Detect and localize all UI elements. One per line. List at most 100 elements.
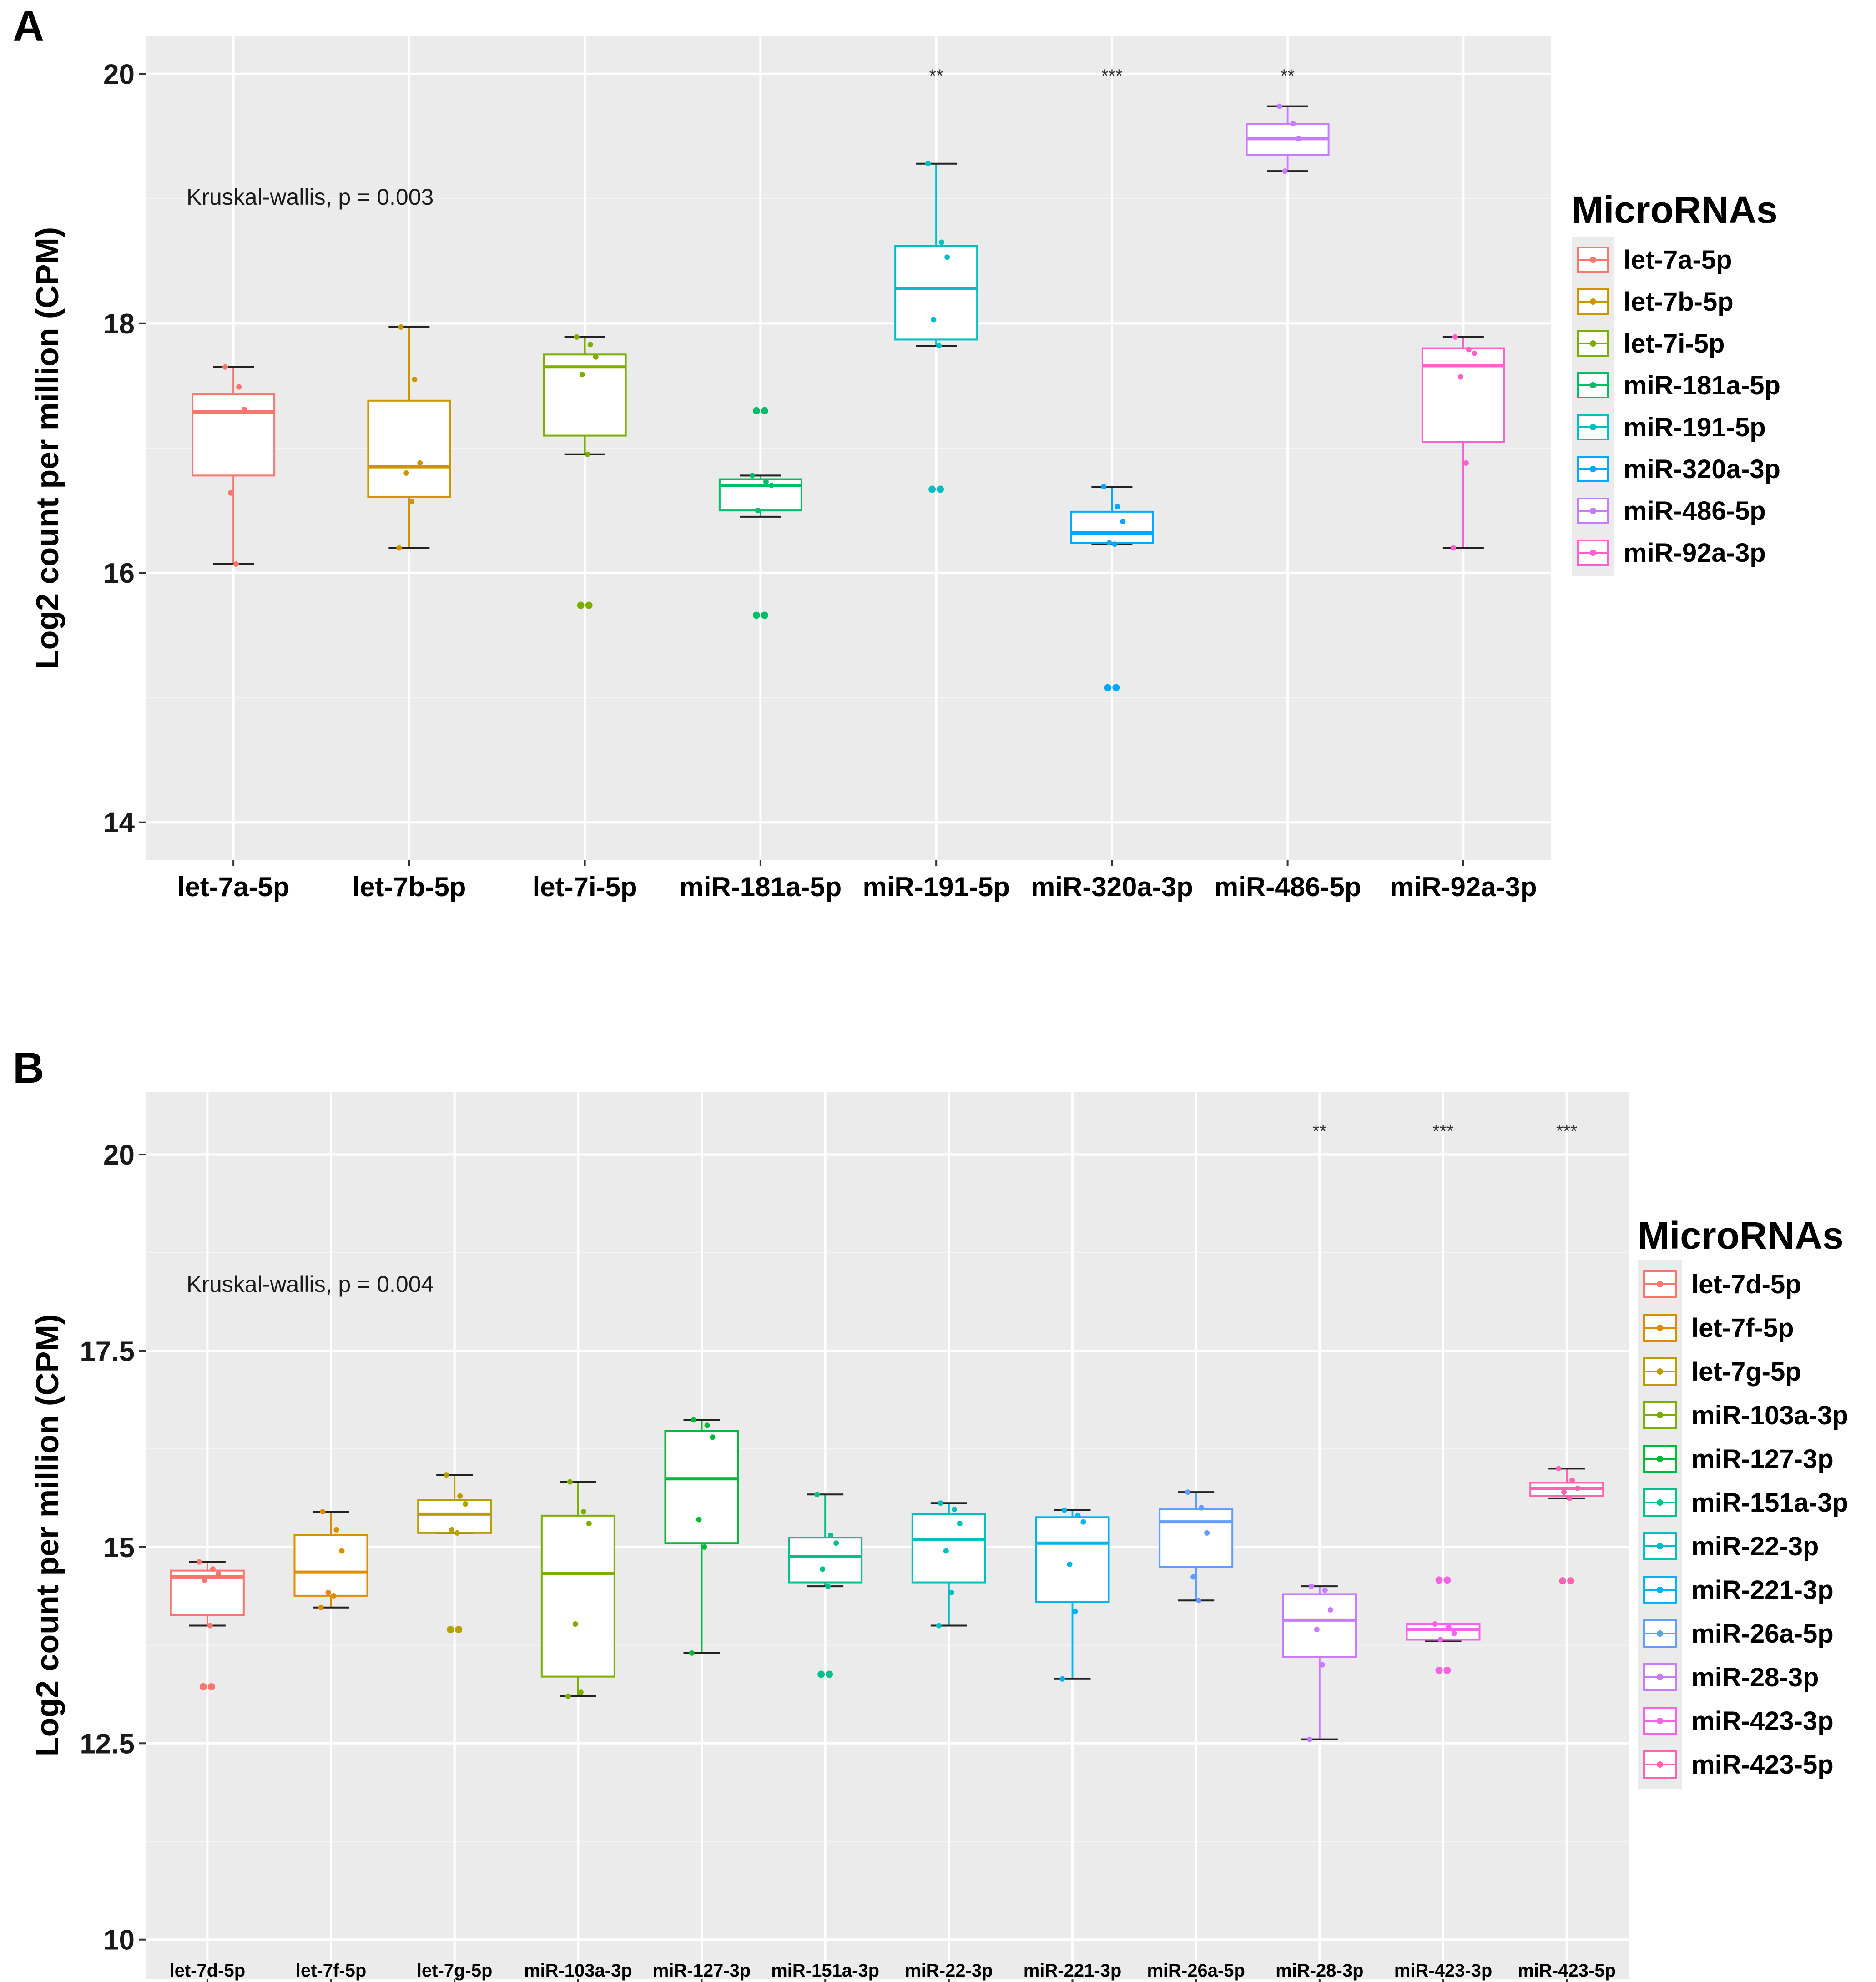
jitter-point (412, 377, 418, 383)
panel-b-box-let-7f-5p: let-7f-5p (293, 1509, 368, 1982)
outlier-point (761, 611, 768, 619)
legend-label: miR-28-3p (1691, 1663, 1819, 1692)
legend-label: let-7b-5p (1624, 287, 1734, 317)
panel-b-box-miR-423-3p: *** miR-423-3p (1394, 1121, 1492, 1982)
legend-label: miR-320a-3p (1624, 454, 1780, 484)
jitter-point (318, 1604, 324, 1610)
legend-label: let-7f-5p (1691, 1313, 1794, 1343)
significance-marker: ** (929, 66, 943, 86)
jitter-point (828, 1533, 834, 1538)
panel-a-y-tick-label: 18 (103, 308, 135, 340)
jitter-point (689, 1650, 695, 1656)
panel-a-box-let-7b-5p: let-7b-5p (352, 324, 466, 902)
x-tick-label: miR-191-5p (862, 872, 1009, 902)
jitter-point (944, 254, 950, 260)
x-tick-label: miR-103a-3p (524, 1961, 632, 1981)
jitter-point (417, 460, 423, 466)
iqr-box (1406, 1623, 1481, 1641)
outlier-point (1104, 684, 1112, 691)
x-tick-label: let-7a-5p (177, 872, 290, 902)
panel-a-box-let-7i-5p: let-7i-5p (533, 334, 637, 902)
outlier-point (1435, 1576, 1443, 1584)
jitter-point (1314, 1627, 1320, 1633)
legend-item-miR-181a-5p: miR-181a-5p (1577, 371, 1780, 400)
jitter-point (233, 561, 239, 567)
panel-a-kruskal-wallis-annotation: Kruskal-wallis, p = 0.003 (187, 184, 434, 210)
jitter-point (236, 384, 242, 390)
jitter-point (1112, 541, 1118, 547)
legend-item-miR-127-3p: miR-127-3p (1643, 1444, 1834, 1474)
legend-item-let-7g-5p: let-7g-5p (1643, 1357, 1801, 1387)
jitter-point (593, 354, 599, 360)
legend-label: miR-191-5p (1624, 413, 1766, 442)
jitter-point (449, 1527, 455, 1533)
panel-a: A 14 16 18 20 Log2 count per million (CPM) Kru… (13, 2, 1780, 902)
legend-key-point (1657, 1630, 1663, 1637)
jitter-point (1067, 1561, 1073, 1567)
panel-a-y-axis: 14 16 18 20 (103, 59, 146, 839)
significance-marker: *** (1556, 1121, 1578, 1141)
jitter-point (696, 1517, 702, 1523)
outlier-point (1435, 1666, 1443, 1674)
jitter-point (1569, 1478, 1575, 1483)
jitter-point (1575, 1485, 1581, 1491)
panel-b-y-tick-label: 10 (103, 1925, 135, 1956)
x-tick-label: let-7f-5p (296, 1961, 367, 1981)
significance-marker: *** (1101, 66, 1123, 86)
panel-b-legend: MicroRNAs let-7d-5p let-7f-5p let-7g-5p miR-… (1638, 1214, 1848, 1789)
panel-b-legend-title: MicroRNAs (1638, 1214, 1844, 1257)
legend-label: miR-181a-5p (1624, 371, 1780, 400)
jitter-point (1106, 540, 1112, 546)
jitter-point (207, 1623, 213, 1629)
panel-a-legend: MicroRNAs let-7a-5p let-7b-5p let-7i-5p miR-… (1572, 188, 1780, 576)
x-tick-label: let-7b-5p (352, 872, 466, 902)
jitter-point (833, 1540, 839, 1546)
legend-item-miR-92a-3p: miR-92a-3p (1577, 538, 1766, 568)
panel-b-y-tick-label: 15 (103, 1532, 135, 1563)
legend-label: miR-26a-5p (1691, 1619, 1834, 1649)
iqr-box (894, 245, 978, 341)
iqr-box (540, 1514, 615, 1678)
outlier-point (1443, 1666, 1451, 1674)
panel-a-box-let-7a-5p: let-7a-5p (177, 364, 290, 902)
panel-b-y-tick-label: 17.5 (80, 1336, 135, 1367)
legend-item-miR-486-5p: miR-486-5p (1577, 496, 1766, 526)
iqr-box (417, 1499, 492, 1534)
legend-label: miR-423-5p (1691, 1750, 1834, 1780)
outlier-point (761, 407, 768, 414)
jitter-point (574, 334, 580, 340)
jitter-point (572, 1621, 578, 1627)
jitter-point (1450, 545, 1456, 551)
jitter-point (586, 1521, 592, 1527)
panel-a-y-tick-label: 14 (103, 807, 135, 839)
legend-key-point (1657, 1325, 1663, 1331)
panel-a-box-miR-181a-5p: miR-181a-5p (679, 407, 842, 902)
jitter-point (925, 161, 931, 166)
jitter-point (1451, 1630, 1457, 1636)
jitter-point (222, 364, 228, 370)
jitter-point (242, 406, 247, 412)
legend-item-miR-151a-3p: miR-151a-3p (1643, 1488, 1848, 1518)
significance-marker: *** (1432, 1121, 1454, 1141)
outlier-point (207, 1683, 215, 1691)
iqr-box (1070, 510, 1154, 544)
legend-label: miR-127-3p (1691, 1444, 1834, 1474)
legend-item-let-7a-5p: let-7a-5p (1577, 245, 1732, 275)
legend-key-point (1657, 1543, 1663, 1549)
jitter-point (1196, 1598, 1202, 1604)
legend-label: miR-103a-3p (1691, 1401, 1848, 1430)
jitter-point (936, 1623, 942, 1629)
jitter-point (444, 1472, 449, 1478)
jitter-point (1466, 347, 1472, 353)
jitter-point (704, 1422, 710, 1428)
panel-b-box-miR-26a-5p: miR-26a-5p (1147, 1489, 1245, 1982)
jitter-point (1115, 504, 1120, 509)
legend-item-miR-221-3p: miR-221-3p (1643, 1575, 1834, 1605)
iqr-box (1035, 1516, 1110, 1603)
jitter-point (939, 239, 945, 245)
jitter-point (943, 1548, 949, 1554)
legend-key-point (1590, 298, 1596, 305)
panel-b-y-axis-label: Log2 count per million (CPM) (30, 1314, 65, 1756)
jitter-point (768, 483, 774, 489)
x-tick-label: miR-92a-3p (1390, 872, 1537, 902)
